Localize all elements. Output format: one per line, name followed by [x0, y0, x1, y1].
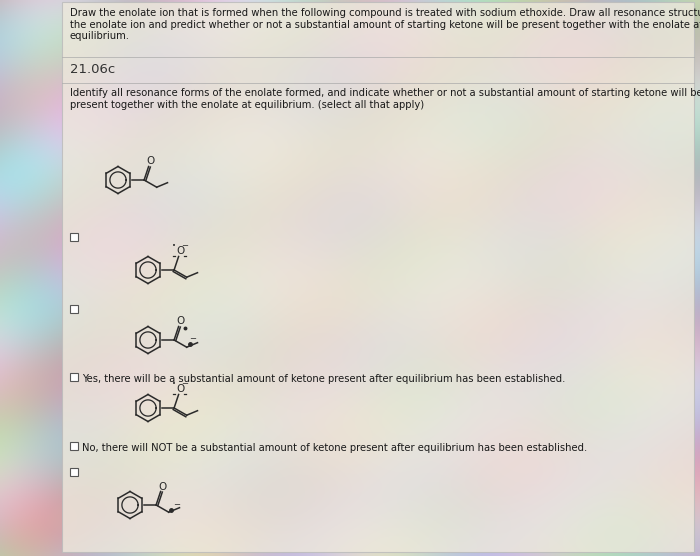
- Text: O: O: [176, 385, 185, 395]
- Text: −: −: [189, 334, 196, 342]
- Text: Draw the enolate ion that is formed when the following compound is treated with : Draw the enolate ion that is formed when…: [70, 8, 700, 41]
- Text: 21.06c: 21.06c: [70, 63, 116, 76]
- Text: •: •: [172, 380, 176, 386]
- Bar: [70, 233, 78, 241]
- Text: −: −: [181, 379, 188, 388]
- Text: O: O: [176, 246, 185, 256]
- Text: O: O: [176, 316, 185, 326]
- Text: Yes, there will be a substantial amount of ketone present after equilibrium has : Yes, there will be a substantial amount …: [82, 374, 566, 384]
- Bar: [70, 305, 78, 313]
- Text: No, there will NOT be a substantial amount of ketone present after equilibrium h: No, there will NOT be a substantial amou…: [82, 443, 587, 453]
- Bar: [70, 373, 78, 381]
- Text: •: •: [172, 242, 176, 249]
- Bar: [70, 442, 78, 450]
- Text: O: O: [158, 481, 167, 492]
- Bar: [70, 468, 78, 476]
- Text: Identify all resonance forms of the enolate formed, and indicate whether or not : Identify all resonance forms of the enol…: [70, 88, 700, 110]
- Text: −: −: [173, 500, 180, 509]
- Text: O: O: [146, 156, 155, 166]
- Text: −: −: [181, 241, 188, 250]
